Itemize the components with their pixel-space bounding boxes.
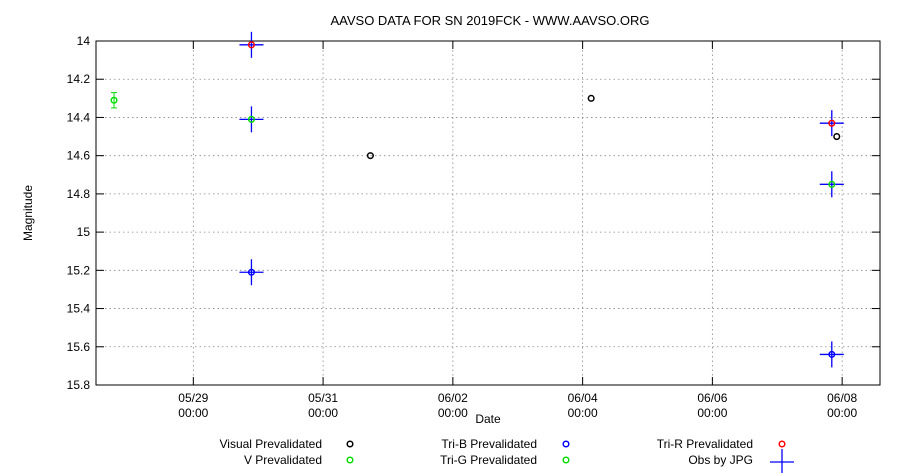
chart-title: AAVSO DATA FOR SN 2019FCK - WWW.AAVSO.OR… bbox=[330, 13, 649, 28]
y-axis-label: Magnitude bbox=[21, 185, 35, 241]
x-tick-label: 00:00 bbox=[308, 406, 338, 420]
legend-label: Tri-B Prevalidated bbox=[441, 437, 537, 451]
x-tick-label: 00:00 bbox=[827, 406, 857, 420]
y-tick-label: 14.4 bbox=[67, 110, 91, 124]
legend-marker bbox=[562, 456, 570, 464]
legend-marker bbox=[346, 456, 354, 464]
legend-label: Obs by JPG bbox=[688, 453, 753, 467]
legend-label: Tri-R Prevalidated bbox=[657, 437, 753, 451]
x-tick-label: 06/08 bbox=[827, 391, 857, 405]
x-tick-label: 05/31 bbox=[308, 391, 338, 405]
x-tick-label: 06/04 bbox=[568, 391, 598, 405]
x-tick-label: 06/06 bbox=[697, 391, 727, 405]
v-prevalidated-point bbox=[247, 115, 255, 123]
legend: Visual Prevalidated Tri-B Prevalidated Tri… bbox=[219, 437, 794, 473]
grid-lines bbox=[96, 41, 880, 385]
visual-prevalidated-point bbox=[366, 152, 374, 160]
visual-prevalidated-point bbox=[833, 133, 841, 141]
legend-marker bbox=[346, 440, 354, 448]
obs-by-jpg-point bbox=[819, 341, 844, 368]
x-axis: 05/2900:0005/3100:0006/0200:0006/0400:00… bbox=[178, 41, 857, 420]
x-tick-label: 00:00 bbox=[568, 406, 598, 420]
y-tick-label: 14.8 bbox=[67, 187, 91, 201]
x-axis-label: Date bbox=[475, 412, 501, 426]
y-tick-label: 14 bbox=[77, 34, 91, 48]
tri-r-prevalidated-point bbox=[247, 41, 255, 49]
y-tick-label: 15.8 bbox=[67, 378, 91, 392]
obs-by-jpg-point bbox=[819, 171, 844, 198]
plot-frame bbox=[95, 40, 881, 386]
y-tick-label: 14.2 bbox=[67, 72, 91, 86]
x-tick-label: 00:00 bbox=[697, 406, 727, 420]
y-tick-label: 15.6 bbox=[67, 340, 91, 354]
legend-label: Tri-G Prevalidated bbox=[440, 453, 537, 467]
legend-marker bbox=[562, 440, 570, 448]
legend-label: Visual Prevalidated bbox=[219, 437, 322, 451]
tri-b-prevalidated-point bbox=[828, 350, 836, 358]
y-tick-label: 14.6 bbox=[67, 149, 91, 163]
x-tick-label: 00:00 bbox=[178, 406, 208, 420]
legend-marker bbox=[778, 440, 786, 448]
x-tick-label: 06/02 bbox=[438, 391, 468, 405]
y-tick-label: 15.2 bbox=[67, 263, 91, 277]
x-tick-label: 00:00 bbox=[438, 406, 468, 420]
tri-b-prevalidated-point bbox=[247, 268, 255, 276]
v-prevalidated-point bbox=[828, 180, 836, 188]
data-points bbox=[110, 31, 844, 368]
y-tick-label: 15 bbox=[77, 225, 91, 239]
obs-by-jpg-point bbox=[819, 110, 844, 137]
visual-prevalidated-point bbox=[587, 94, 595, 102]
obs-by-jpg-point bbox=[239, 31, 264, 58]
legend-marker bbox=[770, 449, 794, 473]
tri-r-prevalidated-point bbox=[828, 119, 836, 127]
x-tick-label: 05/29 bbox=[178, 391, 208, 405]
obs-by-jpg-point bbox=[239, 106, 264, 133]
obs-by-jpg-point bbox=[239, 259, 264, 286]
v-prevalidated-error-bar bbox=[111, 92, 118, 109]
y-axis: 14 14.2 14.4 14.6 14.8 15 15.2 15.4 15.6 15.8 bbox=[67, 34, 880, 392]
v-prevalidated-point bbox=[110, 96, 118, 104]
legend-label: V Prevalidated bbox=[244, 453, 322, 467]
y-tick-label: 15.4 bbox=[67, 302, 91, 316]
